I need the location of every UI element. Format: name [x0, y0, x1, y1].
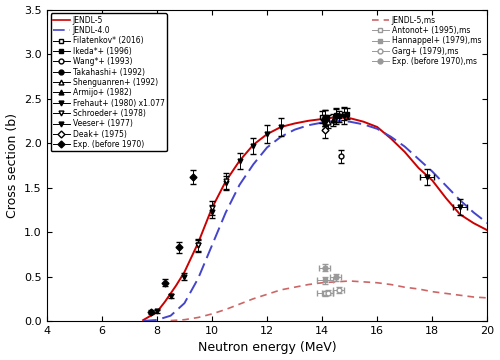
- X-axis label: Neutron energy (MeV): Neutron energy (MeV): [198, 341, 336, 355]
- Y-axis label: Cross section (b): Cross section (b): [6, 113, 18, 218]
- Legend: JENDL-5,ms, Antonot+ (1995),ms, Hannappel+ (1979),ms, Garg+ (1979),ms, Exp. (bef: JENDL-5,ms, Antonot+ (1995),ms, Hannappe…: [370, 13, 484, 68]
